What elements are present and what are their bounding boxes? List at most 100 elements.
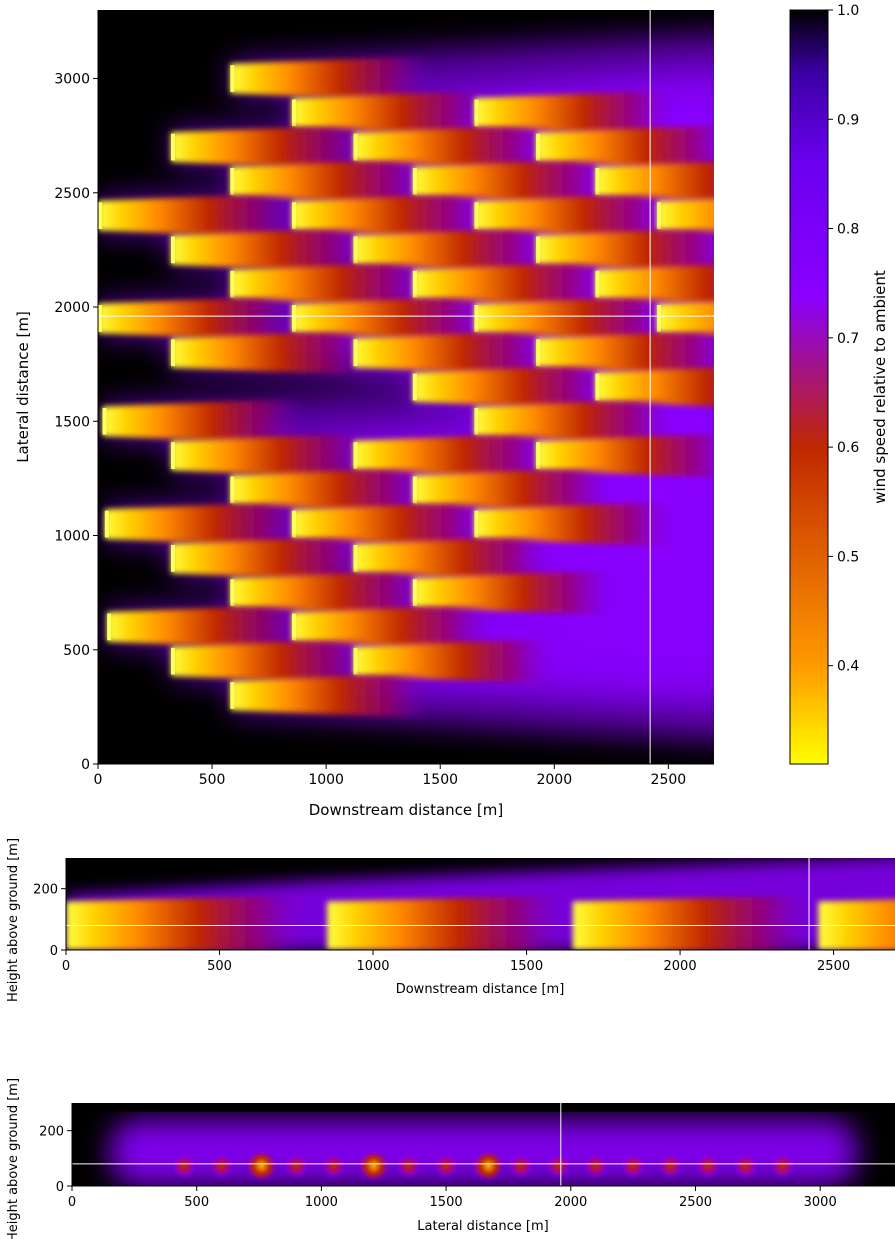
colorbar-tick-label: 0.8	[837, 222, 859, 238]
wake-core	[595, 264, 714, 304]
turbine-wake	[230, 570, 431, 615]
wake-core	[291, 193, 492, 238]
turbine-wake	[291, 501, 492, 547]
turbine-rotor	[474, 407, 479, 435]
turbine-wake	[98, 296, 298, 341]
front-wake-cross-section	[396, 1153, 421, 1178]
turbine-wake	[536, 125, 714, 169]
wake-core	[104, 501, 305, 547]
turbine-wake	[412, 261, 613, 307]
side-wake-core	[66, 895, 306, 950]
colorbar-label: wind speed relative to ambient	[871, 270, 889, 504]
side-wake-core	[572, 895, 813, 950]
wake-core	[412, 467, 613, 513]
front-wake-cross-section	[172, 1153, 197, 1178]
turbine-rotor	[291, 613, 296, 641]
turbine-wake	[595, 162, 714, 201]
colorbar-tick-label: 0.6	[837, 440, 859, 456]
turbine-rotor	[107, 613, 112, 641]
plan-x-tick-label: 1500	[422, 772, 458, 788]
wake-core	[291, 296, 492, 341]
turbine-wake	[536, 434, 714, 478]
front-y-tick-label: 200	[39, 1125, 64, 1140]
wake-core	[102, 398, 303, 444]
front-wake-cross-section	[621, 1153, 646, 1178]
colorbar-gradient	[789, 9, 829, 765]
turbine-rotor	[595, 270, 600, 298]
turbine-wake	[353, 227, 554, 273]
turbine-wake	[230, 159, 431, 204]
front-x-tick-label: 1500	[430, 1195, 463, 1210]
front-x-tick-label: 500	[184, 1195, 209, 1210]
turbine-wake	[171, 638, 372, 684]
turbine-wake	[102, 398, 303, 444]
turbine-rotor	[291, 510, 296, 538]
side-x-axis-label: Downstream distance [m]	[396, 982, 565, 997]
side-turbine-wake	[66, 895, 306, 950]
front-x-tick-label: 2000	[554, 1195, 587, 1210]
wake-core	[353, 124, 554, 170]
wake-core	[171, 638, 372, 684]
turbine-wake	[412, 570, 613, 615]
side-x-tick-label: 1000	[356, 959, 389, 974]
front-y-axis-label: Height above ground [m]	[6, 1078, 21, 1239]
turbine-wake	[353, 638, 554, 684]
turbine-wake	[230, 673, 431, 718]
turbine-rotor	[230, 270, 235, 298]
turbine-rotor	[474, 510, 479, 538]
turbine-rotor	[291, 305, 296, 332]
side-x-tick-label: 2000	[664, 959, 697, 974]
wake-core	[474, 90, 675, 136]
wake-core	[353, 330, 554, 376]
wake-core	[171, 227, 372, 273]
turbine-wake	[353, 433, 554, 478]
turbine-rotor	[230, 167, 235, 195]
wake-core	[171, 124, 372, 170]
turbine-rotor	[353, 339, 358, 367]
turbine-wake	[353, 330, 554, 376]
wake-core	[291, 604, 492, 650]
turbine-wake	[291, 296, 492, 341]
side-view-panel: 0 500 1000 1500 2000 2500 0 200 Downstream dist…	[6, 838, 895, 1002]
turbine-rotor	[104, 510, 109, 538]
turbine-wake	[474, 296, 675, 341]
side-turbine-wake	[326, 895, 567, 950]
side-turbine-wake	[818, 899, 895, 950]
turbine-wake	[474, 501, 675, 547]
turbine-rotor	[171, 133, 176, 161]
wake-core	[595, 162, 714, 201]
wake-core	[353, 536, 554, 581]
front-view-panel: 0 500 1000 1500 2000 2500 3000 0 200 Lateral dis…	[6, 1078, 895, 1239]
turbine-rotor	[412, 373, 417, 401]
front-strong-wake	[245, 1149, 278, 1182]
turbine-rotor	[595, 167, 600, 195]
side-x-tick-label: 0	[62, 959, 70, 974]
colorbar: 0.4 0.5 0.6 0.7 0.8 0.9 1.0 wind speed relativ…	[789, 3, 889, 765]
wake-core	[230, 570, 431, 615]
turbine-rotor	[353, 236, 358, 264]
turbine-wake	[291, 604, 492, 650]
turbine-rotor	[171, 647, 176, 675]
turbine-wake	[171, 124, 372, 170]
turbine-wake	[171, 227, 372, 273]
wake-core	[230, 467, 431, 513]
side-y-tick-label: 0	[50, 944, 58, 959]
turbine-rotor	[412, 270, 417, 298]
turbine-wake	[656, 198, 714, 233]
turbine-wake	[104, 501, 305, 547]
plan-y-tick-label: 2500	[54, 186, 90, 202]
wake-core	[412, 159, 613, 204]
turbine-rotor	[353, 442, 358, 469]
plan-y-tick-label: 0	[81, 757, 90, 773]
turbine-wake	[474, 193, 675, 238]
front-wake-cross-section	[733, 1153, 758, 1178]
plan-x-axis-label: Downstream distance [m]	[309, 801, 503, 819]
turbine-wake	[595, 367, 714, 407]
turbine-wake	[536, 331, 714, 375]
turbine-rotor	[656, 305, 661, 332]
plan-y-axis-label: Lateral distance [m]	[14, 311, 32, 463]
front-wake-cross-section	[546, 1153, 571, 1178]
wake-core	[412, 570, 613, 615]
side-x-tick-label: 500	[207, 959, 232, 974]
turbine-rotor	[474, 202, 479, 230]
